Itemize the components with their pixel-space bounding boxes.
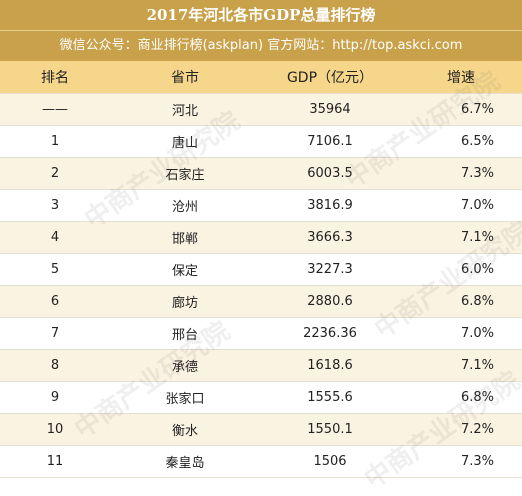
cell-city: 邢台 xyxy=(110,317,260,350)
cell-gdp: 35964 xyxy=(260,93,400,126)
cell-gdp: 6003.5 xyxy=(260,157,400,190)
cell-city: 河北 xyxy=(110,93,260,126)
cell-rank: 11 xyxy=(0,445,110,478)
cell-rank: 5 xyxy=(0,253,110,286)
gdp-table: 排名 省市 GDP（亿元） 增速 —— 河北 35964 6.7% 1 唐山 7106.1 6… xyxy=(0,61,522,478)
table-row: 1 唐山 7106.1 6.5% xyxy=(0,125,522,158)
table-row: 10 衡水 1550.1 7.2% xyxy=(0,413,522,446)
cell-growth: 6.5% xyxy=(400,125,522,158)
cell-growth: 6.8% xyxy=(400,381,522,414)
cell-growth: 7.0% xyxy=(400,189,522,222)
cell-growth: 7.1% xyxy=(400,349,522,382)
table-row: 5 保定 3227.3 6.0% xyxy=(0,253,522,286)
table-row: 2 石家庄 6003.5 7.3% xyxy=(0,157,522,190)
cell-gdp: 1555.6 xyxy=(260,381,400,414)
table-row: —— 河北 35964 6.7% xyxy=(0,93,522,126)
cell-gdp: 3816.9 xyxy=(260,189,400,222)
table-row: 3 沧州 3816.9 7.0% xyxy=(0,189,522,222)
cell-growth: 7.1% xyxy=(400,221,522,254)
cell-rank: 3 xyxy=(0,189,110,222)
cell-gdp: 7106.1 xyxy=(260,125,400,158)
cell-rank: 9 xyxy=(0,381,110,414)
cell-city: 廊坊 xyxy=(110,285,260,318)
cell-growth: 6.8% xyxy=(400,285,522,318)
cell-gdp: 1550.1 xyxy=(260,413,400,446)
cell-gdp: 1506 xyxy=(260,445,400,478)
column-header-growth: 增速 xyxy=(400,61,522,94)
cell-city: 保定 xyxy=(110,253,260,286)
table-header-row: 排名 省市 GDP（亿元） 增速 xyxy=(0,61,522,94)
cell-growth: 6.7% xyxy=(400,93,522,126)
cell-city: 秦皇岛 xyxy=(110,445,260,478)
cell-rank: 6 xyxy=(0,285,110,318)
cell-gdp: 2236.36 xyxy=(260,317,400,350)
table-row: 9 张家口 1555.6 6.8% xyxy=(0,381,522,414)
cell-rank: 10 xyxy=(0,413,110,446)
table-row: 6 廊坊 2880.6 6.8% xyxy=(0,285,522,318)
table-row: 7 邢台 2236.36 7.0% xyxy=(0,317,522,350)
cell-gdp: 2880.6 xyxy=(260,285,400,318)
column-header-city: 省市 xyxy=(110,61,260,94)
cell-growth: 7.2% xyxy=(400,413,522,446)
cell-rank: 4 xyxy=(0,221,110,254)
table-subtitle: 微信公众号：商业排行榜(askplan) 官方网站：http://top.ask… xyxy=(0,30,522,61)
cell-rank: 8 xyxy=(0,349,110,382)
cell-city: 邯郸 xyxy=(110,221,260,254)
cell-city: 沧州 xyxy=(110,189,260,222)
table-row: 4 邯郸 3666.3 7.1% xyxy=(0,221,522,254)
cell-growth: 6.0% xyxy=(400,253,522,286)
cell-city: 承德 xyxy=(110,349,260,382)
cell-rank: —— xyxy=(0,93,110,126)
table-body: —— 河北 35964 6.7% 1 唐山 7106.1 6.5% 2 石家庄 6003.5 7.3%… xyxy=(0,93,522,478)
cell-gdp: 3666.3 xyxy=(260,221,400,254)
cell-rank: 7 xyxy=(0,317,110,350)
cell-growth: 7.3% xyxy=(400,157,522,190)
cell-city: 唐山 xyxy=(110,125,260,158)
column-header-rank: 排名 xyxy=(0,61,110,94)
cell-city: 石家庄 xyxy=(110,157,260,190)
cell-gdp: 3227.3 xyxy=(260,253,400,286)
table-title: 2017年河北各市GDP总量排行榜 xyxy=(0,0,522,30)
cell-rank: 2 xyxy=(0,157,110,190)
cell-growth: 7.0% xyxy=(400,317,522,350)
cell-growth: 7.3% xyxy=(400,445,522,478)
table-row: 11 秦皇岛 1506 7.3% xyxy=(0,445,522,478)
cell-rank: 1 xyxy=(0,125,110,158)
cell-city: 衡水 xyxy=(110,413,260,446)
table-row: 8 承德 1618.6 7.1% xyxy=(0,349,522,382)
column-header-gdp: GDP（亿元） xyxy=(260,61,400,94)
cell-city: 张家口 xyxy=(110,381,260,414)
cell-gdp: 1618.6 xyxy=(260,349,400,382)
